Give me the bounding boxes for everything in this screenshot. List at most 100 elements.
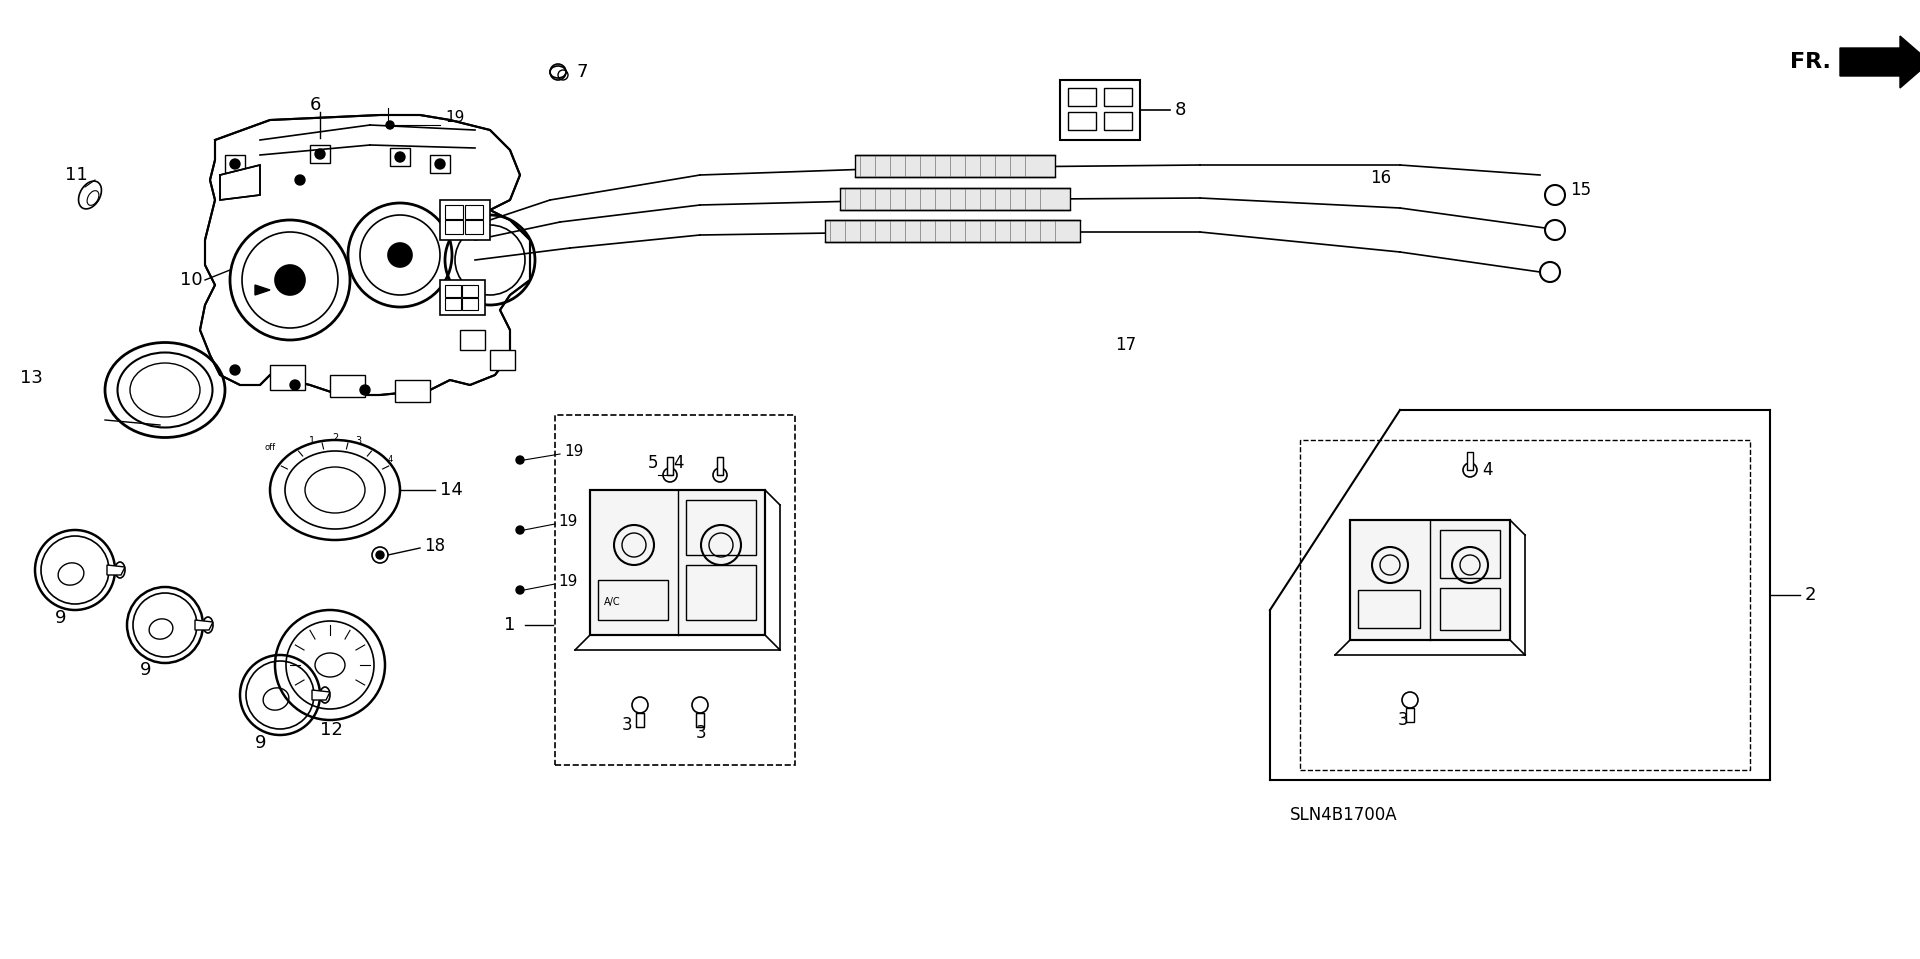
Circle shape bbox=[386, 121, 394, 129]
Bar bbox=[685, 500, 756, 555]
Bar bbox=[1357, 590, 1421, 628]
Bar bbox=[695, 713, 705, 727]
Circle shape bbox=[361, 385, 371, 395]
Text: 10: 10 bbox=[180, 271, 204, 289]
Text: 15: 15 bbox=[1571, 181, 1592, 199]
Circle shape bbox=[230, 159, 240, 169]
Text: 9: 9 bbox=[140, 661, 152, 679]
Text: 3: 3 bbox=[695, 724, 707, 742]
Polygon shape bbox=[255, 285, 271, 295]
Polygon shape bbox=[108, 565, 125, 575]
Bar bbox=[1440, 588, 1500, 630]
Text: 19: 19 bbox=[445, 110, 465, 126]
Bar bbox=[1440, 530, 1500, 578]
Bar bbox=[555, 415, 795, 765]
Bar bbox=[589, 490, 764, 635]
Bar bbox=[1405, 708, 1413, 722]
Bar bbox=[463, 285, 478, 297]
Text: 2: 2 bbox=[332, 433, 338, 443]
Text: 19: 19 bbox=[564, 445, 584, 459]
Bar bbox=[1350, 520, 1509, 640]
Bar bbox=[271, 365, 305, 390]
Circle shape bbox=[396, 152, 405, 162]
Text: 18: 18 bbox=[424, 537, 445, 555]
Bar bbox=[225, 155, 246, 173]
Bar bbox=[1350, 520, 1509, 640]
Circle shape bbox=[388, 243, 413, 267]
Text: 9: 9 bbox=[56, 609, 67, 627]
Text: 12: 12 bbox=[321, 721, 344, 739]
Text: 13: 13 bbox=[19, 369, 42, 387]
Bar bbox=[1068, 112, 1096, 130]
Bar bbox=[716, 457, 724, 475]
Bar bbox=[390, 148, 411, 166]
Bar bbox=[597, 580, 668, 620]
Bar bbox=[490, 350, 515, 370]
Bar bbox=[666, 457, 674, 475]
Circle shape bbox=[516, 456, 524, 464]
Bar bbox=[396, 380, 430, 402]
Bar bbox=[445, 220, 463, 234]
Text: 2: 2 bbox=[1805, 586, 1816, 604]
Circle shape bbox=[436, 159, 445, 169]
Bar bbox=[445, 298, 461, 310]
Polygon shape bbox=[200, 115, 530, 395]
Circle shape bbox=[315, 149, 324, 159]
Bar bbox=[1068, 88, 1096, 106]
Bar bbox=[1104, 88, 1133, 106]
Bar bbox=[330, 375, 365, 397]
Circle shape bbox=[516, 526, 524, 534]
Bar bbox=[716, 457, 724, 475]
Polygon shape bbox=[196, 620, 213, 630]
Bar bbox=[445, 205, 463, 219]
Text: 4: 4 bbox=[388, 456, 392, 464]
Bar bbox=[854, 155, 1054, 177]
Text: off: off bbox=[265, 443, 276, 453]
Circle shape bbox=[290, 380, 300, 390]
Text: 4: 4 bbox=[1482, 461, 1492, 479]
Bar bbox=[685, 565, 756, 620]
Text: 1: 1 bbox=[309, 436, 315, 446]
Circle shape bbox=[516, 586, 524, 594]
Text: 6: 6 bbox=[309, 96, 321, 114]
Bar bbox=[430, 155, 449, 173]
Text: 1: 1 bbox=[503, 616, 515, 634]
Bar bbox=[440, 200, 490, 240]
Bar bbox=[666, 457, 674, 475]
Text: 14: 14 bbox=[440, 481, 463, 499]
Text: 3: 3 bbox=[355, 436, 361, 446]
Text: 16: 16 bbox=[1371, 169, 1392, 187]
Bar bbox=[465, 205, 484, 219]
Polygon shape bbox=[221, 165, 259, 200]
Text: 9: 9 bbox=[255, 734, 267, 752]
Bar bbox=[695, 713, 705, 727]
Bar bbox=[1467, 452, 1473, 470]
Polygon shape bbox=[1839, 36, 1920, 88]
Polygon shape bbox=[311, 690, 330, 700]
Text: 19: 19 bbox=[559, 514, 578, 529]
Bar bbox=[465, 220, 484, 234]
Circle shape bbox=[230, 180, 240, 190]
Bar bbox=[636, 713, 643, 727]
Text: 4: 4 bbox=[674, 454, 684, 472]
Circle shape bbox=[376, 551, 384, 559]
Bar bbox=[309, 145, 330, 163]
Text: 7: 7 bbox=[576, 63, 588, 81]
Bar bbox=[589, 490, 764, 635]
Text: 3: 3 bbox=[1398, 711, 1409, 729]
Text: A/C: A/C bbox=[603, 597, 620, 607]
Text: 17: 17 bbox=[1116, 336, 1137, 354]
Bar bbox=[463, 298, 478, 310]
Circle shape bbox=[275, 265, 305, 295]
Circle shape bbox=[296, 175, 305, 185]
Text: 8: 8 bbox=[1175, 101, 1187, 119]
Text: 5: 5 bbox=[649, 454, 659, 472]
Text: FR.: FR. bbox=[1789, 52, 1832, 72]
Circle shape bbox=[230, 365, 240, 375]
Bar bbox=[1300, 440, 1749, 770]
Text: 19: 19 bbox=[559, 574, 578, 590]
Text: 3: 3 bbox=[622, 716, 632, 734]
Bar bbox=[440, 280, 486, 315]
Text: 11: 11 bbox=[65, 166, 88, 184]
Bar bbox=[1104, 112, 1133, 130]
